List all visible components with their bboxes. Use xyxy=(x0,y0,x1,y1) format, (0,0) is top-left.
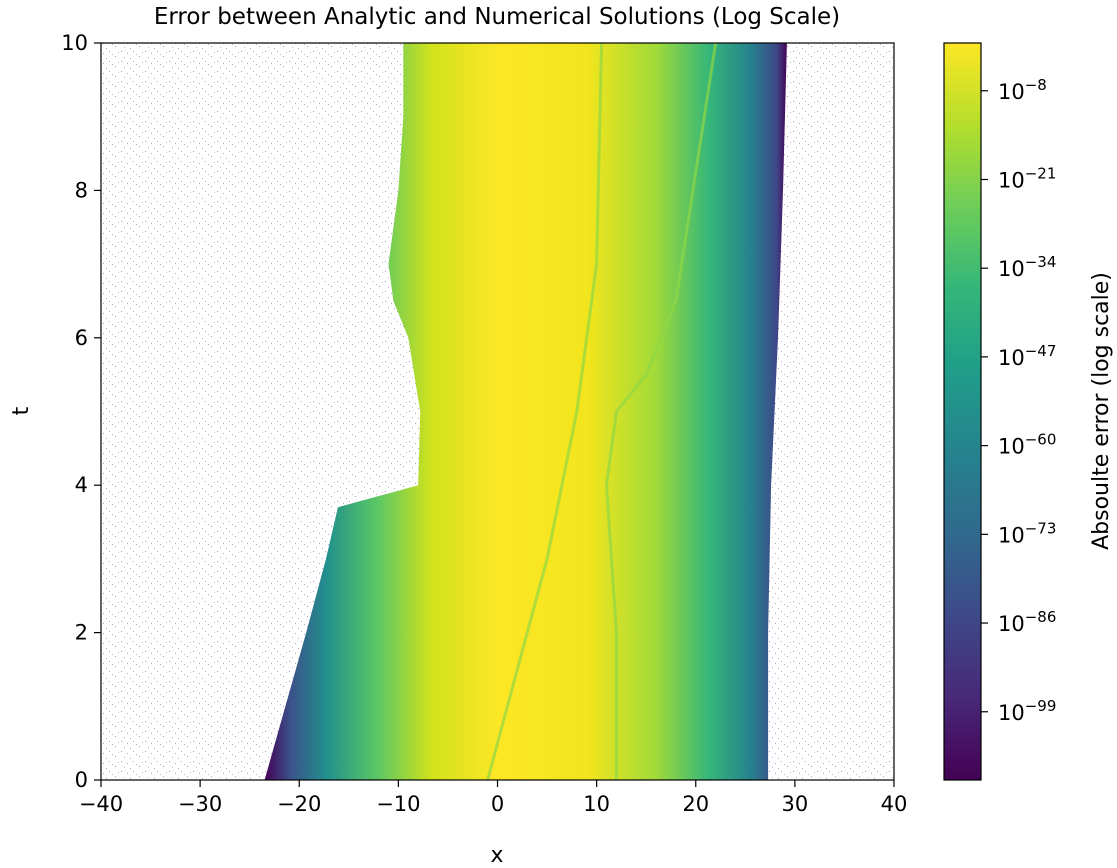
x-tick-label: 10 xyxy=(583,792,610,816)
colorbar-tick-label: 10−73 xyxy=(998,519,1056,547)
nonzero-error-band xyxy=(264,43,787,780)
colorbar xyxy=(943,42,982,781)
x-tick-label: 40 xyxy=(881,792,908,816)
chart-title: Error between Analytic and Numerical Sol… xyxy=(154,4,840,30)
x-axis-ticks: −40 −30 −20 −10 0 10 20 30 40 xyxy=(79,780,908,816)
colorbar-label: Absoulte error (log scale) xyxy=(1089,272,1114,550)
y-tick-label: 10 xyxy=(61,31,88,55)
colorbar-ticks: 10−8 10−21 10−34 10−47 10−60 10−73 10−86 10−99 xyxy=(981,76,1056,725)
y-axis-ticks: 0 2 4 6 8 10 xyxy=(61,31,101,792)
heatmap-plot-area xyxy=(101,43,894,780)
x-tick-label: −30 xyxy=(178,792,222,816)
colorbar-tick-label: 10−99 xyxy=(998,697,1056,725)
error-ridge xyxy=(486,43,604,780)
colorbar-tick-label: 10−47 xyxy=(998,342,1056,370)
y-tick-label: 2 xyxy=(75,621,88,645)
colorbar-tick-label: 10−8 xyxy=(998,76,1047,104)
y-tick-label: 6 xyxy=(75,326,88,350)
x-tick-label: 0 xyxy=(491,792,504,816)
x-axis-label: x xyxy=(490,843,503,868)
colorbar-tick-label: 10−21 xyxy=(998,164,1056,192)
error-ridge xyxy=(604,43,718,780)
x-tick-label: 20 xyxy=(682,792,709,816)
colorbar-tick-label: 10−86 xyxy=(998,608,1056,636)
x-tick-label: −20 xyxy=(277,792,321,816)
x-tick-label: −40 xyxy=(79,792,123,816)
colorbar-tick-label: 10−60 xyxy=(998,431,1056,459)
x-tick-label: −10 xyxy=(376,792,420,816)
x-tick-label: 30 xyxy=(782,792,809,816)
y-axis-label: t xyxy=(9,406,34,415)
y-tick-label: 4 xyxy=(75,473,88,497)
colorbar-tick-label: 10−34 xyxy=(998,253,1056,281)
y-tick-label: 0 xyxy=(75,768,88,792)
y-tick-label: 8 xyxy=(75,178,88,202)
